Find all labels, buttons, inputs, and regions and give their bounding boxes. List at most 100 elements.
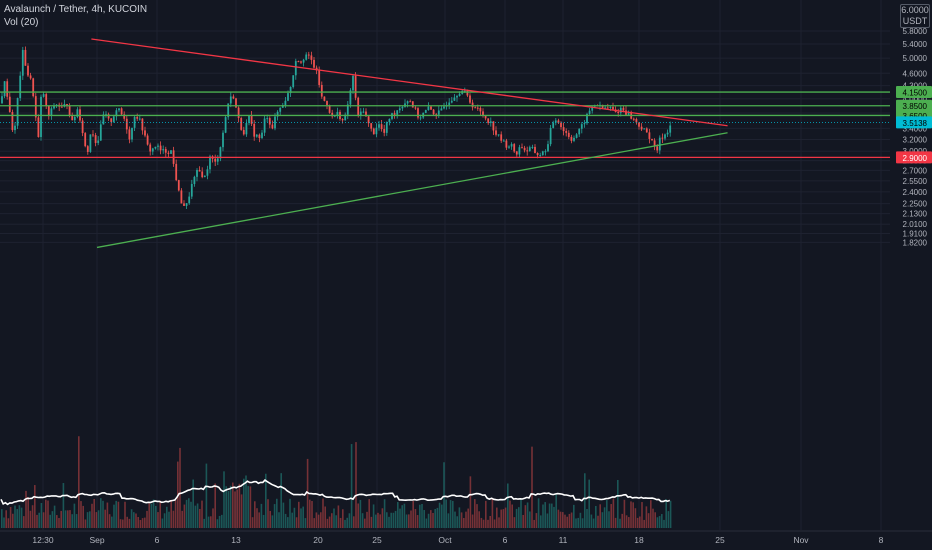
volume-bar: [586, 508, 588, 528]
volume-bar: [291, 512, 293, 528]
volume-bar: [344, 519, 346, 528]
candle-body: [414, 107, 417, 109]
candle-body: [627, 112, 630, 115]
candle-body: [123, 114, 126, 119]
candle-body: [492, 121, 495, 131]
candle-body: [11, 111, 14, 131]
candle-body: [323, 96, 326, 101]
candle-body: [157, 145, 159, 147]
candle-body: [523, 147, 526, 151]
volume-bar: [658, 516, 661, 528]
candle-body: [664, 134, 666, 139]
volume-bar: [412, 500, 414, 528]
volume-bar: [493, 519, 496, 528]
candle-body: [656, 146, 659, 151]
volume-bar: [196, 503, 199, 528]
candle-body: [554, 120, 557, 123]
volume-bar: [386, 512, 388, 528]
volume-bar: [542, 504, 544, 528]
candle-body: [658, 137, 661, 151]
volume-bar: [27, 496, 29, 528]
volume-bar: [207, 516, 210, 528]
candle-body: [206, 169, 209, 176]
volume-bar: [260, 503, 263, 528]
volume-bar: [3, 517, 5, 528]
price-unit-label: USDT: [902, 16, 928, 26]
candle-body: [118, 108, 120, 111]
volume-bar: [16, 509, 18, 528]
volume-bar: [425, 518, 428, 528]
candle-body: [443, 106, 445, 109]
volume-bar: [427, 513, 430, 528]
volume-bar: [434, 509, 436, 528]
price-unit-badge[interactable]: 6.0000 USDT: [900, 4, 930, 28]
volume-bar: [559, 511, 562, 528]
volume-bar: [377, 512, 379, 528]
volume-bar: [421, 503, 423, 528]
time-axis[interactable]: 12:30 Sep 6 13 20 25 Oct 6 11 18 25 Nov 8: [0, 530, 932, 550]
volume-bar: [381, 508, 384, 528]
candle-body: [562, 127, 565, 132]
volume-bar: [346, 517, 348, 528]
volume-bar: [498, 517, 500, 528]
candle-body: [307, 54, 310, 56]
volume-bar: [348, 513, 351, 528]
volume-bar: [599, 504, 601, 528]
volume-bar: [333, 508, 335, 528]
candle-body: [255, 134, 258, 137]
volume-bar: [236, 489, 238, 528]
price-axis[interactable]: 5.80005.40005.00004.60004.30004.00003.70…: [890, 0, 932, 550]
volume-bar: [163, 513, 166, 528]
volume-bar: [117, 501, 120, 528]
volume-bar: [293, 507, 296, 528]
candle-body: [427, 106, 430, 111]
current-price-badge-bg: [896, 116, 932, 129]
volume-bar: [100, 498, 102, 528]
time-tick-label: 12:30: [32, 535, 54, 545]
volume-bar: [126, 516, 128, 528]
candle-body: [99, 124, 102, 141]
volume-bar: [597, 515, 599, 528]
candle-body: [401, 106, 404, 109]
candle-body: [66, 104, 68, 106]
candle-body: [450, 100, 453, 103]
volume-bar: [53, 505, 56, 528]
candle-body: [430, 106, 432, 110]
candle-body: [276, 111, 279, 117]
volume-bar: [507, 483, 509, 528]
candle-body: [8, 96, 11, 112]
candle-body: [388, 118, 391, 123]
volume-bar: [520, 498, 522, 528]
volume-bar: [535, 513, 538, 528]
volume-bar: [317, 514, 320, 528]
candle-body: [253, 123, 256, 137]
candle-body: [375, 127, 378, 135]
candle-body: [336, 111, 339, 116]
candle-body: [50, 108, 53, 117]
candle-body: [125, 118, 128, 130]
volume-bar: [185, 499, 188, 528]
candle-body: [274, 116, 276, 129]
candle-body: [294, 61, 297, 76]
drawn-lines[interactable]: [0, 38, 890, 249]
candle-body: [479, 108, 482, 112]
candle-body: [372, 128, 375, 135]
volume-ma-line: [0, 479, 671, 506]
candle-body: [193, 176, 196, 184]
volume-bar: [480, 517, 483, 528]
candlestick-series: [1, 46, 672, 209]
volume-bar: [289, 498, 291, 528]
volume-bar: [460, 512, 463, 528]
volume-bar: [491, 498, 494, 528]
price-tick-label: 5.4000: [903, 40, 928, 49]
candle-body: [648, 132, 651, 139]
volume-bar: [590, 514, 593, 528]
volume-bar: [392, 512, 395, 528]
volume-bar: [650, 500, 652, 528]
candle-body: [159, 145, 162, 151]
volume-bar: [227, 491, 230, 528]
volume-bar: [111, 516, 113, 528]
candle-body: [27, 65, 29, 76]
current-price-badge: 3.5138: [903, 119, 928, 128]
